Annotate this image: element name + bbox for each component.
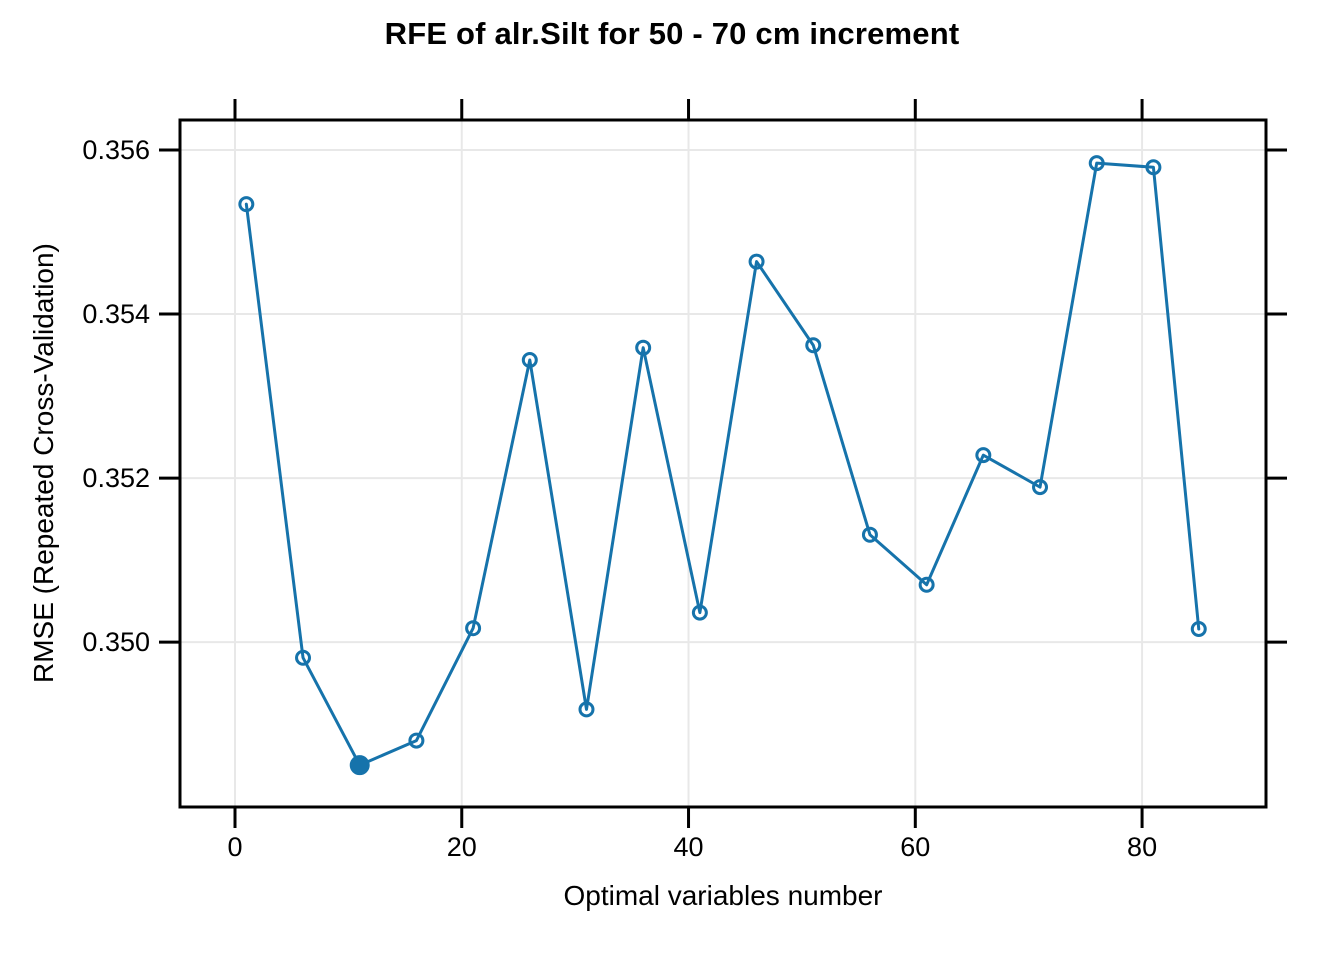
y-tick-label: 0.354 <box>82 299 150 329</box>
data-point <box>578 701 595 718</box>
x-axis-title: Optimal variables number <box>563 880 883 911</box>
data-point <box>975 447 992 464</box>
data-point <box>861 526 878 543</box>
data-point <box>465 620 482 637</box>
y-tick-label: 0.350 <box>82 627 150 657</box>
data-point <box>635 339 652 356</box>
y-tick-label: 0.356 <box>82 135 150 165</box>
data-point <box>805 337 822 354</box>
x-tick-label: 0 <box>227 832 242 862</box>
x-tick-label: 80 <box>1127 832 1157 862</box>
data-point <box>748 253 765 270</box>
y-axis-title: RMSE (Repeated Cross-Validation) <box>28 243 59 684</box>
data-point <box>1190 621 1207 638</box>
x-tick-label: 20 <box>447 832 477 862</box>
data-point <box>408 732 425 749</box>
data-point <box>238 196 255 213</box>
x-tick-label: 60 <box>900 832 930 862</box>
data-line <box>244 161 1201 767</box>
best-point <box>349 755 370 776</box>
data-point <box>1088 155 1105 172</box>
data-point <box>691 604 708 621</box>
data-point <box>1032 479 1049 496</box>
data-point <box>521 351 538 368</box>
data-point <box>1145 159 1162 176</box>
y-tick-label: 0.352 <box>82 463 150 493</box>
chart-title: RFE of alr.Silt for 50 - 70 cm increment <box>384 16 960 51</box>
x-tick-label: 40 <box>674 832 704 862</box>
plot-box <box>178 118 1268 809</box>
data-point <box>918 576 935 593</box>
data-point <box>295 649 312 666</box>
